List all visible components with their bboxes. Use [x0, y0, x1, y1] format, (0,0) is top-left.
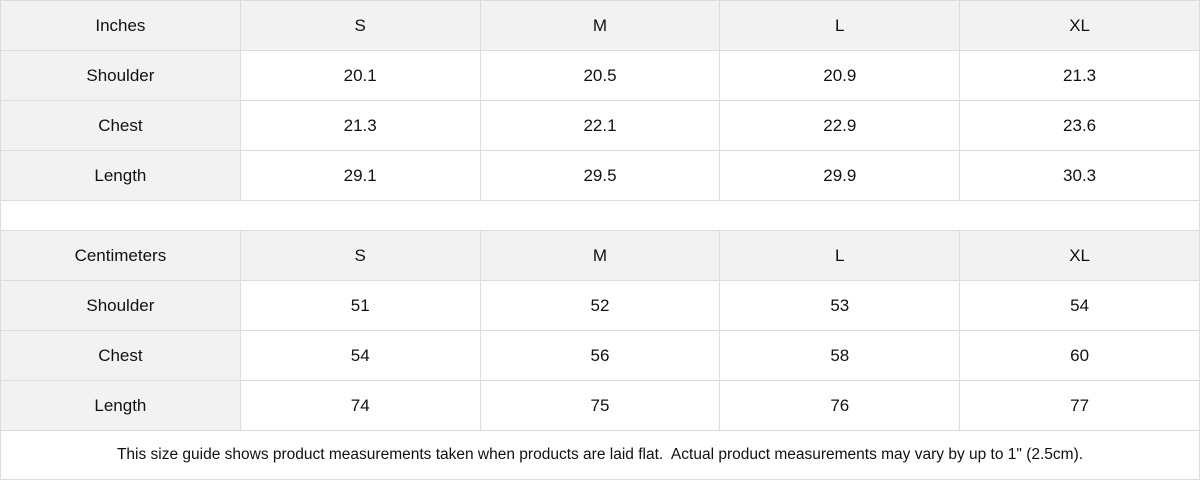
measurement-note: This size guide shows product measuremen…: [0, 430, 1200, 480]
measurement-value: 22.9: [719, 100, 961, 151]
measurement-label: Chest: [0, 100, 241, 151]
measurement-value: 75: [479, 380, 721, 431]
size-header: M: [479, 230, 721, 281]
table-row: Chest 54 56 58 60: [0, 330, 1200, 381]
size-header: L: [719, 230, 961, 281]
measurement-label: Shoulder: [0, 50, 241, 101]
note-row: This size guide shows product measuremen…: [0, 430, 1200, 480]
measurement-value: 58: [719, 330, 961, 381]
size-header: XL: [959, 230, 1200, 281]
measurement-value: 21.3: [959, 50, 1200, 101]
measurement-value: 21.3: [239, 100, 481, 151]
table-row: Shoulder 51 52 53 54: [0, 280, 1200, 331]
table-row: Shoulder 20.1 20.5 20.9 21.3: [0, 50, 1200, 101]
spacer-cell: [0, 200, 1200, 231]
measurement-value: 22.1: [479, 100, 721, 151]
inches-header-row: Inches S M L XL: [0, 0, 1200, 51]
measurement-value: 54: [239, 330, 481, 381]
spacer-row: [0, 200, 1200, 231]
size-header: S: [239, 0, 481, 51]
measurement-value: 51: [239, 280, 481, 331]
measurement-value: 20.5: [479, 50, 721, 101]
measurement-value: 30.3: [959, 150, 1200, 201]
centimeters-header-row: Centimeters S M L XL: [0, 230, 1200, 281]
measurement-value: 20.9: [719, 50, 961, 101]
measurement-value: 23.6: [959, 100, 1200, 151]
inches-unit-label: Inches: [0, 0, 241, 51]
centimeters-unit-label: Centimeters: [0, 230, 241, 281]
measurement-value: 29.1: [239, 150, 481, 201]
measurement-label: Chest: [0, 330, 241, 381]
size-header: M: [479, 0, 721, 51]
measurement-label: Length: [0, 150, 241, 201]
size-header: XL: [959, 0, 1200, 51]
size-header: S: [239, 230, 481, 281]
measurement-label: Length: [0, 380, 241, 431]
table-row: Length 74 75 76 77: [0, 380, 1200, 431]
measurement-value: 76: [719, 380, 961, 431]
measurement-value: 54: [959, 280, 1200, 331]
measurement-value: 29.5: [479, 150, 721, 201]
measurement-value: 77: [959, 380, 1200, 431]
measurement-value: 74: [239, 380, 481, 431]
table-row: Length 29.1 29.5 29.9 30.3: [0, 150, 1200, 201]
measurement-value: 52: [479, 280, 721, 331]
measurement-value: 56: [479, 330, 721, 381]
measurement-value: 20.1: [239, 50, 481, 101]
measurement-value: 60: [959, 330, 1200, 381]
measurement-value: 53: [719, 280, 961, 331]
measurement-label: Shoulder: [0, 280, 241, 331]
table-row: Chest 21.3 22.1 22.9 23.6: [0, 100, 1200, 151]
size-header: L: [719, 0, 961, 51]
measurement-value: 29.9: [719, 150, 961, 201]
